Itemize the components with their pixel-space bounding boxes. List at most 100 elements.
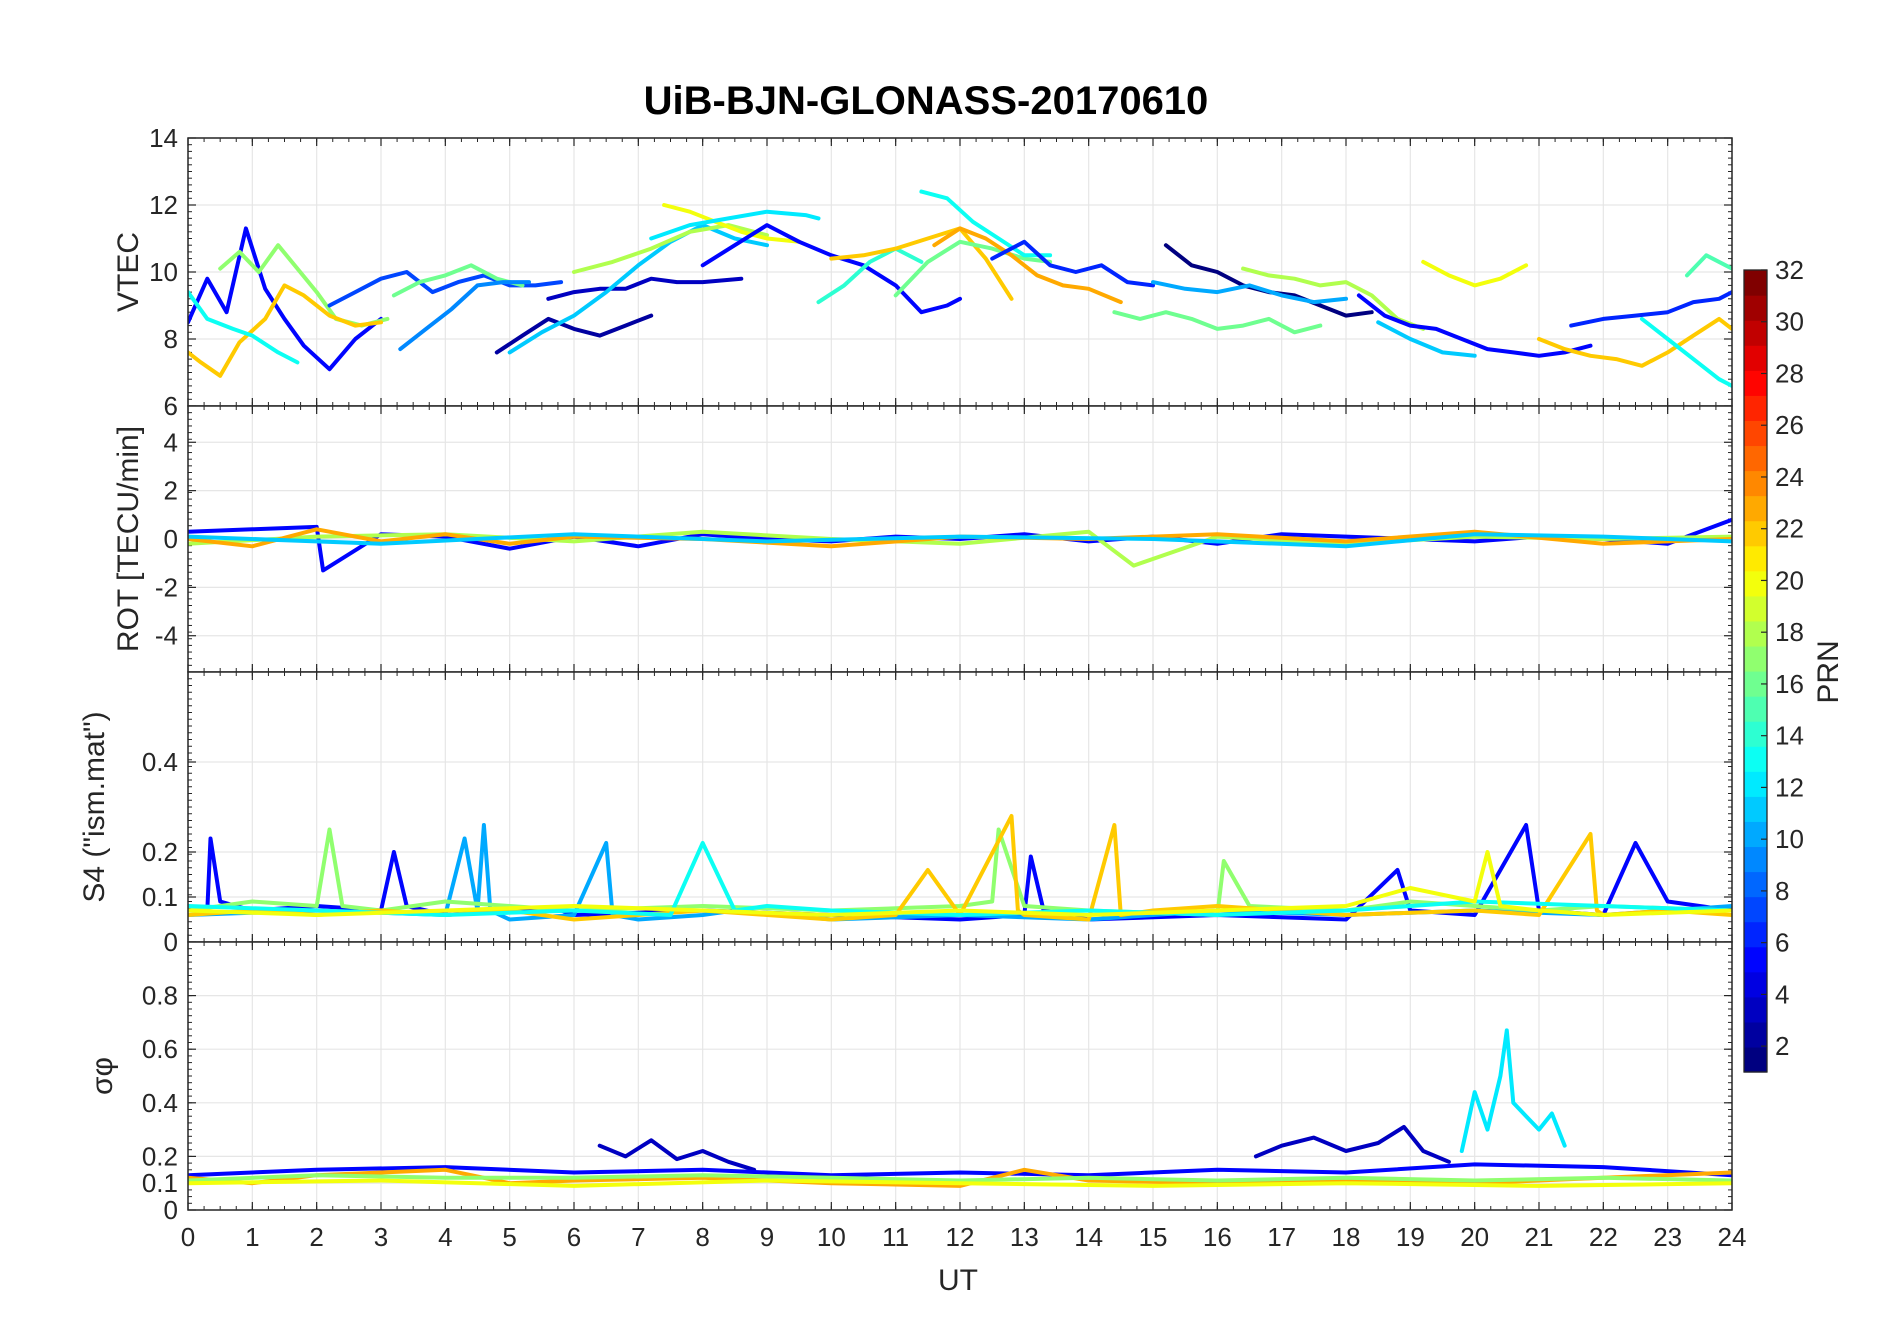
series-line-prn-5 [700, 223, 962, 315]
colorbar-segment [1744, 996, 1767, 1023]
y-tick-label: 8 [164, 324, 178, 354]
colorbar-segment [1744, 671, 1767, 697]
series-line-prn-5 [188, 1162, 1732, 1178]
y-axis-label: S4 ("ism.mat") [78, 711, 111, 902]
x-tick-label: 22 [1589, 1222, 1618, 1252]
series-line-prn-20 [188, 850, 1732, 917]
colorbar-segment [1744, 721, 1767, 747]
x-tick-label: 2 [309, 1222, 323, 1252]
colorbar-tick-label: 4 [1775, 979, 1789, 1009]
x-tick-label: 10 [817, 1222, 846, 1252]
series-line-prn-11 [507, 223, 769, 355]
series-line-prn-11 [188, 532, 1732, 549]
colorbar-segment [1744, 796, 1767, 822]
series-line-prn-16 [1112, 310, 1323, 335]
colorbar-segment [1744, 345, 1767, 371]
colorbar-segment [1744, 370, 1767, 396]
colorbar-segment [1744, 445, 1767, 472]
y-tick-label: 2 [164, 476, 178, 506]
colorbar-segment [1744, 270, 1767, 296]
y-axis-label: VTEC [112, 232, 145, 312]
colorbar-segment [1744, 395, 1767, 421]
series-line-prn-9 [398, 280, 531, 352]
x-tick-label: 13 [1010, 1222, 1039, 1252]
chart-title: UiB-BJN-GLONASS-20170610 [644, 79, 1209, 123]
panel-s4: 0 0.1 0.2 0.4 S4 ("ism.mat") [78, 671, 1733, 957]
y-tick-label: 10 [149, 257, 178, 287]
colorbar-segment [1744, 921, 1767, 948]
y-axis-label: ROT [TECU/min] [112, 426, 145, 652]
colorbar-segment [1744, 570, 1767, 597]
series-line-prn-3 [546, 276, 744, 301]
panel-sigma_phi: 00.10.2 0.4 0.6 0.8 σφ [86, 941, 1733, 1225]
colorbar-segment [1744, 320, 1767, 346]
colorbar-segment [1744, 871, 1767, 898]
y-tick-label: 0.4 [142, 1088, 178, 1118]
colorbar-segment [1744, 846, 1767, 873]
series-line-prn-20 [188, 1178, 1732, 1188]
x-tick-label: 19 [1396, 1222, 1425, 1252]
series-line-prn-5 [1356, 293, 1593, 358]
colorbar-segment [1744, 495, 1767, 522]
x-tick-label: 21 [1525, 1222, 1554, 1252]
colorbar-segment [1744, 971, 1767, 998]
y-tick-label: 0.1 [142, 1168, 178, 1198]
series-line-prn-17 [188, 1173, 1732, 1183]
series-line-prn-22 [188, 283, 383, 378]
x-tick-label: 24 [1718, 1222, 1747, 1252]
colorbar-tick-label: 16 [1775, 669, 1804, 699]
series-line-prn-18 [572, 223, 769, 274]
y-tick-label: 0.1 [142, 882, 178, 912]
x-tick-label: 16 [1203, 1222, 1232, 1252]
x-tick-label: 6 [567, 1222, 581, 1252]
y-axis-label: σφ [86, 1057, 119, 1095]
x-tick-label: 12 [946, 1222, 975, 1252]
colorbar-segment [1744, 896, 1767, 923]
colorbar-segment [1744, 470, 1767, 497]
colorbar-frame [1743, 269, 1768, 1073]
colorbar-tick-label: 2 [1775, 1031, 1789, 1061]
series-line-prn-12 [649, 209, 821, 241]
x-tick-label: 23 [1653, 1222, 1682, 1252]
y-tick-label: 0.2 [142, 837, 178, 867]
colorbar-tick-label: 14 [1775, 721, 1804, 751]
y-tick-label: 6 [164, 391, 178, 421]
x-tick-label: 8 [695, 1222, 709, 1252]
colorbar-tick-label: 12 [1775, 772, 1804, 802]
series-line-prn-3 [597, 1138, 757, 1172]
colorbar-tick-label: 22 [1775, 514, 1804, 544]
colorbar-segment [1744, 420, 1767, 447]
series-group [188, 517, 1732, 573]
colorbar-tick-label: 30 [1775, 307, 1804, 337]
colorbar-segment [1744, 545, 1767, 572]
colorbar-segment [1744, 295, 1767, 321]
y-tick-label: 4 [164, 427, 178, 457]
x-tick-label: 7 [631, 1222, 645, 1252]
x-tick-label: 5 [502, 1222, 516, 1252]
colorbar-tick-label: 18 [1775, 617, 1804, 647]
series-line-prn-18 [1241, 266, 1426, 331]
series-line-prn-23 [932, 226, 1123, 305]
colorbar-tick-label: 8 [1775, 876, 1789, 906]
x-axis-label: UT [938, 1264, 978, 1297]
series-group [188, 1028, 1732, 1188]
colorbar-segment [1744, 645, 1767, 672]
series-line-prn-15 [1685, 253, 1732, 278]
x-tick-label: 4 [438, 1222, 452, 1252]
series-line-prn-13 [919, 189, 1053, 258]
colorbar-segment [1744, 520, 1767, 547]
colorbar-segment [1744, 946, 1767, 973]
series-line-prn-22 [1537, 316, 1732, 368]
series-line-prn-11 [1376, 320, 1477, 358]
colorbar-tick-label: 24 [1775, 462, 1804, 492]
series-line-prn-6 [1569, 290, 1732, 328]
colorbar-segment [1744, 1021, 1767, 1048]
series-line-prn-12 [1459, 1028, 1567, 1153]
colorbar-segment [1744, 620, 1767, 647]
x-tick-label: 14 [1074, 1222, 1103, 1252]
colorbar-segment [1744, 821, 1767, 848]
y-tick-label: 0 [164, 1195, 178, 1225]
